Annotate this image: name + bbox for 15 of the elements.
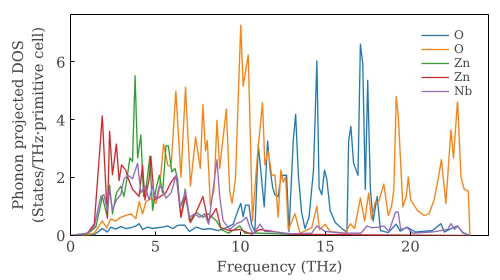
y-tick-label: 4 — [56, 112, 66, 130]
x-tick-label: 15 — [316, 238, 335, 256]
y-tick-label: 0 — [56, 228, 66, 245]
y-tick-label: 6 — [56, 54, 66, 72]
y-tick-label: 2 — [56, 170, 66, 188]
legend-label: O — [454, 42, 465, 56]
x-tick-label: 20 — [401, 238, 420, 256]
x-tick-label: 10 — [231, 238, 250, 256]
x-axis-title: Frequency (THz) — [216, 258, 342, 276]
legend-label: Zn — [454, 70, 472, 84]
x-tick-label: 5 — [150, 238, 160, 256]
legend-label: Zn — [454, 56, 472, 70]
y-axis-title: Phonon projected DOS (States/THz·primitive cell) — [10, 26, 48, 224]
legend-label: O — [454, 28, 465, 42]
legend-label: Nb — [454, 84, 474, 98]
